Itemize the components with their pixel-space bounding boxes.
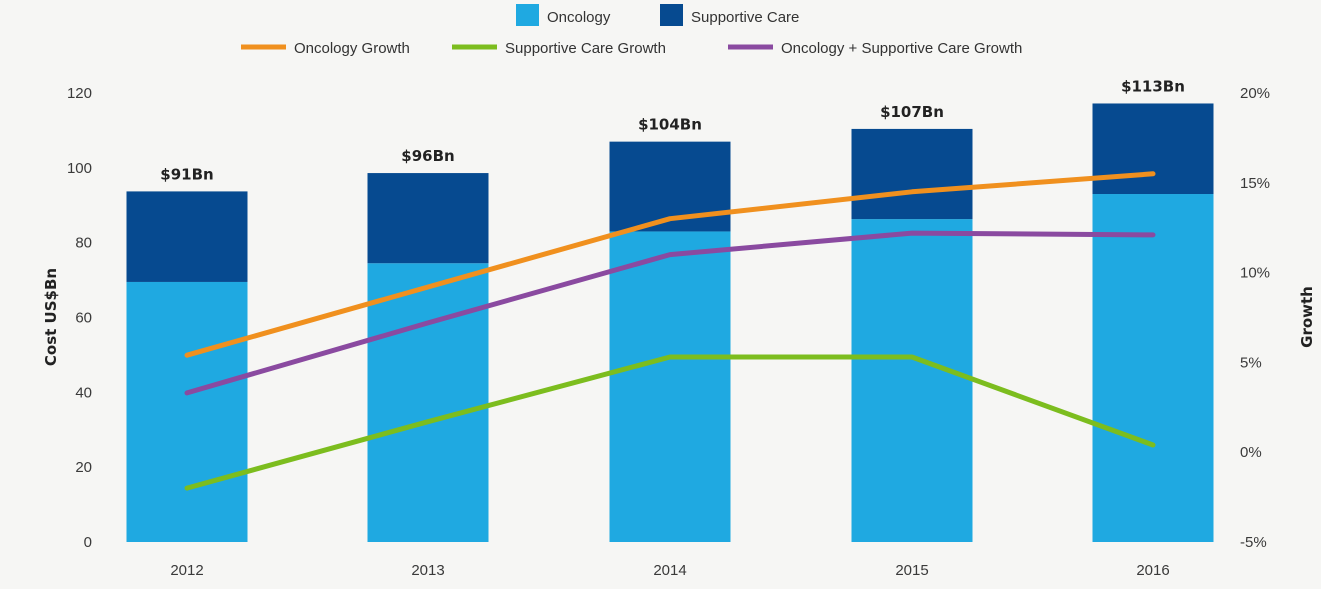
left-axis: 0 20 40 60 80 100 120 [67,85,92,551]
x-axis: 2012 2013 2014 2015 2016 [170,562,1169,579]
y-tick-label: 20 [75,459,92,476]
x-tick-label: 2013 [411,562,444,579]
total-label-2015: $107Bn [880,103,944,121]
y-tick-label: 60 [75,310,92,327]
bar-oncology-2012 [126,281,248,542]
line-oncology-supportive-care-growth [184,230,1156,396]
growth-lines [184,171,1156,491]
legend-swatch-supportive-care [660,4,683,26]
x-tick-label: 2015 [895,562,928,579]
total-labels: $91Bn $96Bn $104Bn $107Bn $113Bn [160,77,1185,183]
x-tick-label: 2012 [170,562,203,579]
bar-oncology-2015 [851,219,973,542]
y-tick-label: 0 [84,534,92,551]
legend-swatch-oncology [516,4,539,26]
legend-label: Oncology + Supportive Care Growth [781,40,1022,57]
y2-tick-label: 15% [1240,175,1270,192]
legend-label: Oncology Growth [294,40,410,57]
bar-oncology-2016 [1092,194,1214,542]
bar-supportive-care-2015 [851,128,973,220]
line-oncology-growth [184,171,1156,358]
bar-supportive-care-2013 [367,173,489,264]
bars [126,103,1214,543]
total-label-2012: $91Bn [160,165,213,183]
y2-tick-label: 20% [1240,85,1270,102]
y-tick-label: 40 [75,384,92,401]
bar-oncology-2013 [367,263,489,542]
legend-label: Oncology [547,9,611,26]
bar-supportive-care-2016 [1092,103,1214,195]
y2-tick-label: 0% [1240,444,1262,461]
bar-oncology-2014 [609,231,731,543]
total-label-2014: $104Bn [638,116,702,134]
x-tick-label: 2014 [653,562,686,579]
y2-tick-label: -5% [1240,534,1267,551]
line-supportive-care-growth [184,354,1156,491]
bar-supportive-care-2012 [126,191,248,282]
total-label-2016: $113Bn [1121,77,1185,95]
legend: Oncology Supportive Care Oncology Growth Su… [241,4,1022,57]
y-axis-title: Cost US$Bn [42,268,60,366]
y-tick-label: 80 [75,235,92,252]
right-axis: -5% 0% 5% 10% 15% 20% [1240,85,1270,551]
legend-label: Supportive Care Growth [505,40,666,57]
y2-tick-label: 5% [1240,354,1262,371]
y-tick-label: 100 [67,160,92,177]
y2-axis-title: Growth [1298,286,1316,348]
x-tick-label: 2016 [1136,562,1169,579]
y-tick-label: 120 [67,85,92,102]
total-label-2013: $96Bn [401,147,454,165]
legend-label: Supportive Care [691,9,799,26]
y2-tick-label: 10% [1240,265,1270,282]
